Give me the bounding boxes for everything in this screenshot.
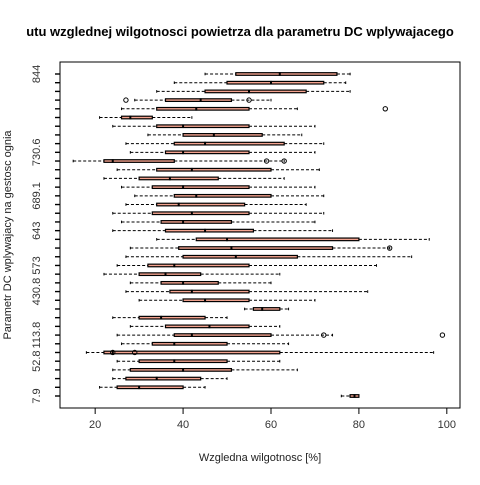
y-tick-label: 730.6 [31,139,43,167]
y-tick-label: 643 [31,221,43,239]
box [151,185,250,190]
x-tick-label: 100 [438,419,456,431]
outlier-point [281,158,287,164]
box [195,237,360,242]
outlier-point [132,349,138,356]
box [129,367,233,372]
box [151,211,250,216]
box [156,124,250,129]
box [147,263,250,268]
box [204,89,307,94]
box [252,307,281,311]
box [173,333,272,337]
box [116,385,184,390]
outlier-point [263,158,270,164]
box [182,298,250,303]
outlier-point [382,106,388,112]
box [156,167,272,172]
box [173,141,285,146]
box [138,359,228,364]
box [235,72,338,76]
box [173,193,272,198]
y-tick-label: 689.1 [31,182,43,210]
chart-title: utu wzglednej wilgotnosci powietrza dla … [26,24,454,39]
box [125,376,202,381]
box [156,202,246,207]
plot-frame [59,61,461,409]
box [138,176,219,181]
x-axis-label: Wzgledna wilgotnosc [%] [199,452,321,464]
box [138,272,202,277]
box [160,280,219,285]
box [169,289,250,294]
outlier-point [386,245,393,251]
outlier-point [439,332,446,338]
outlier-point [246,97,252,103]
box [103,350,281,355]
box [178,246,334,250]
x-tick-label: 20 [89,419,101,431]
box [164,228,255,233]
box [164,324,250,329]
outlier-point [321,332,327,338]
y-tick-label: 113.8 [31,322,43,349]
box [156,106,250,111]
x-tick-label: 40 [177,419,189,431]
y-tick-label: 844 [31,65,43,83]
box [226,80,325,85]
y-tick-label: 7.9 [31,388,43,403]
y-tick-label: 52.8 [31,350,43,371]
box [151,341,228,346]
x-tick-label: 60 [265,419,277,431]
y-tick-label: 430.8 [31,278,43,306]
box [164,150,250,155]
box [182,133,263,137]
box [103,159,175,163]
box [164,98,233,103]
x-tick-label: 80 [353,419,365,431]
outlier-point [123,97,129,103]
boxes [72,72,446,398]
outlier-point [110,349,116,356]
box [120,115,153,120]
box [160,220,233,224]
box [138,315,206,320]
y-axis-label: Parametr DC wplywajacy na gestosc ognia [2,130,14,340]
y-tick-label: 573 [31,256,43,274]
box [182,254,298,259]
